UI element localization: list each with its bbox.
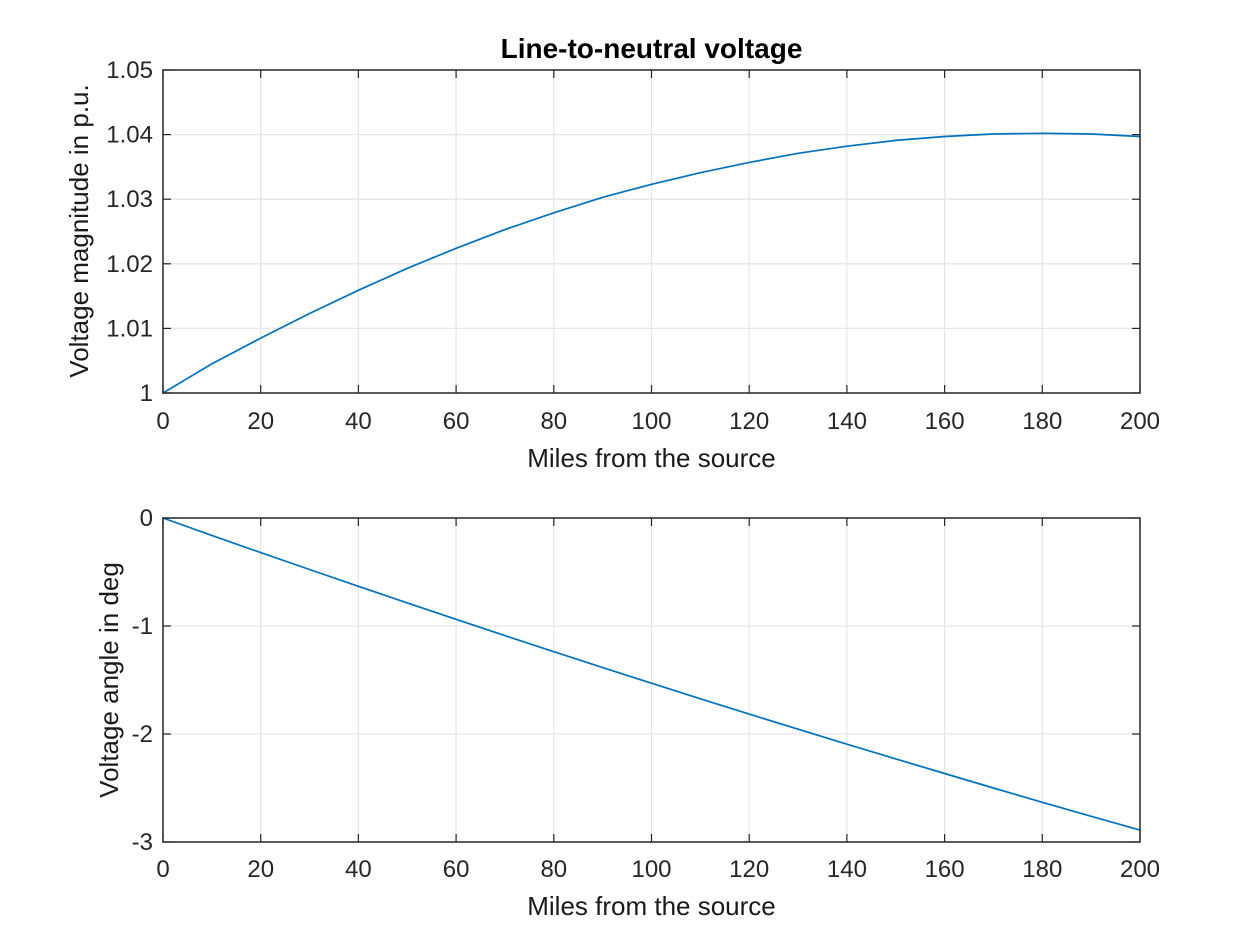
x-tick-label: 60 — [443, 408, 470, 435]
y-axis-label: Voltage angle in deg — [94, 562, 124, 798]
x-tick-label: 0 — [156, 408, 169, 435]
x-tick-label: 140 — [827, 856, 867, 883]
x-tick-label: 80 — [540, 856, 567, 883]
x-tick-label: 160 — [925, 856, 965, 883]
x-axis-label: Miles from the source — [527, 443, 776, 473]
x-axis-label: Miles from the source — [527, 891, 776, 921]
x-tick-label: 40 — [345, 856, 372, 883]
y-tick-label: 1.01 — [106, 315, 153, 342]
chart-title: Line-to-neutral voltage — [501, 33, 803, 64]
y-tick-label: 1.04 — [106, 122, 153, 149]
series-line-voltage-angle — [162, 517, 1141, 831]
x-tick-label: 60 — [443, 856, 470, 883]
y-tick-label: 0 — [140, 505, 153, 532]
y-tick-label: -3 — [132, 829, 153, 856]
x-tick-label: 180 — [1022, 408, 1062, 435]
axes-box — [162, 517, 1141, 843]
y-axis-label: Voltage magnitude in p.u. — [64, 84, 94, 377]
x-tick-label: 160 — [925, 408, 965, 435]
x-tick-label: 20 — [247, 856, 274, 883]
y-tick-label: 1.02 — [106, 251, 153, 278]
y-tick-label: 1 — [140, 380, 153, 407]
x-tick-label: 100 — [631, 856, 671, 883]
x-tick-label: 120 — [729, 408, 769, 435]
x-tick-label: 100 — [631, 408, 671, 435]
x-tick-label: 40 — [345, 408, 372, 435]
x-tick-label: 200 — [1120, 408, 1160, 435]
y-tick-label: 1.05 — [106, 57, 153, 84]
x-tick-label: 120 — [729, 856, 769, 883]
y-tick-label: -1 — [132, 613, 153, 640]
x-tick-label: 140 — [827, 408, 867, 435]
x-tick-label: 180 — [1022, 856, 1062, 883]
x-tick-label: 80 — [540, 408, 567, 435]
x-tick-label: 20 — [247, 408, 274, 435]
axes-box — [162, 69, 1141, 394]
y-tick-label: -2 — [132, 721, 153, 748]
x-tick-label: 0 — [156, 856, 169, 883]
series-line-voltage-magnitude — [162, 132, 1141, 394]
x-tick-label: 200 — [1120, 856, 1160, 883]
y-tick-label: 1.03 — [106, 186, 153, 213]
